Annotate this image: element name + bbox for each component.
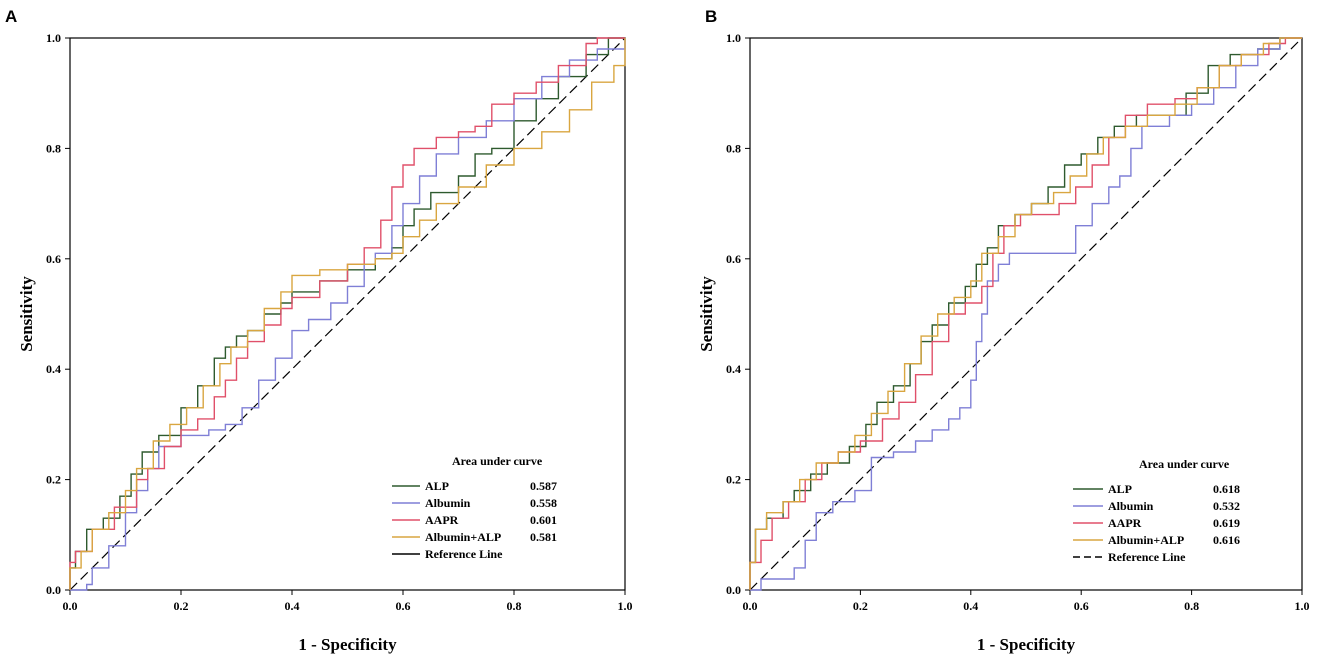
y-tick-label: 0.2 — [726, 473, 741, 487]
y-axis-title: Sensitivity — [697, 276, 716, 352]
x-axis-title: 1 - Specificity — [977, 635, 1076, 654]
plot-frame — [69, 37, 626, 591]
legend-auc-value: 0.581 — [530, 530, 557, 544]
x-tick-label: 0.4 — [963, 599, 978, 613]
legend-title: Area under curve — [452, 454, 543, 468]
y-axis-title: Sensitivity — [17, 276, 36, 352]
y-tick-label: 0.4 — [46, 362, 61, 376]
legend-auc-value: 0.616 — [1213, 533, 1240, 547]
x-tick-label: 1.0 — [618, 599, 633, 613]
x-tick-label: 0.2 — [853, 599, 868, 613]
roc-curve-aapr — [749, 37, 1302, 590]
y-tick-label: 0.6 — [726, 252, 741, 266]
legend-label: Albumin+ALP — [1108, 533, 1184, 547]
y-tick-label: 0.0 — [726, 583, 741, 597]
y-tick-label: 0.2 — [46, 473, 61, 487]
roc-panel-b: B 0.0 0.2 0.4 0.6 0.8 1.0 0.0 0.2 0.4 0.6 0.8 1.0 1 -… — [697, 7, 1310, 654]
legend-auc-value: 0.587 — [530, 479, 557, 493]
y-tick-label: 0.6 — [46, 252, 61, 266]
panel-letter: A — [5, 7, 17, 26]
legend-label: Reference Line — [1108, 550, 1186, 564]
panel-letter: B — [705, 7, 717, 26]
roc-curve-albumin-alp — [69, 38, 626, 590]
legend-label: ALP — [1108, 482, 1132, 496]
legend-label: AAPR — [425, 513, 459, 527]
legend-title: Area under curve — [1139, 457, 1230, 471]
y-tick-label: 0.8 — [46, 141, 61, 155]
x-tick-label: 0.6 — [1074, 599, 1089, 613]
x-tick-label: 0.6 — [396, 599, 411, 613]
roc-curve-albumin-alp — [749, 37, 1302, 590]
legend-auc-value: 0.618 — [1213, 482, 1240, 496]
y-tick-label: 1.0 — [46, 31, 61, 45]
y-tick-label: 1.0 — [726, 31, 741, 45]
roc-curve-albumin — [750, 37, 1302, 591]
legend-label: Reference Line — [425, 547, 503, 561]
legend-auc-value: 0.619 — [1213, 516, 1240, 530]
legend-label: ALP — [425, 479, 449, 493]
roc-panel-a: A 0.0 0.2 0.4 0.6 0.8 1.0 0.0 0.2 0.4 0.6 0.8 1.0 1 -… — [5, 7, 633, 654]
x-axis-title: 1 - Specificity — [298, 635, 397, 654]
reference-line — [749, 37, 1303, 591]
roc-curve-aapr — [69, 37, 625, 590]
x-tick-label: 1.0 — [1295, 599, 1310, 613]
legend-auc-value: 0.532 — [1213, 499, 1240, 513]
legend-auc-value: 0.601 — [530, 513, 557, 527]
reference-line — [69, 37, 626, 591]
legend-label: AAPR — [1108, 516, 1142, 530]
plot-frame — [749, 37, 1303, 591]
x-tick-label: 0.2 — [174, 599, 189, 613]
y-tick-label: 0.0 — [46, 583, 61, 597]
x-tick-label: 0.0 — [743, 599, 758, 613]
legend-auc-value: 0.558 — [530, 496, 557, 510]
x-tick-label: 0.4 — [285, 599, 300, 613]
x-tick-label: 0.8 — [1184, 599, 1199, 613]
legend-label: Albumin — [1108, 499, 1154, 513]
y-tick-label: 0.8 — [726, 141, 741, 155]
y-tick-label: 0.4 — [726, 362, 741, 376]
legend-label: Albumin — [425, 496, 471, 510]
legend-label: Albumin+ALP — [425, 530, 501, 544]
x-tick-label: 0.0 — [63, 599, 78, 613]
x-tick-label: 0.8 — [507, 599, 522, 613]
